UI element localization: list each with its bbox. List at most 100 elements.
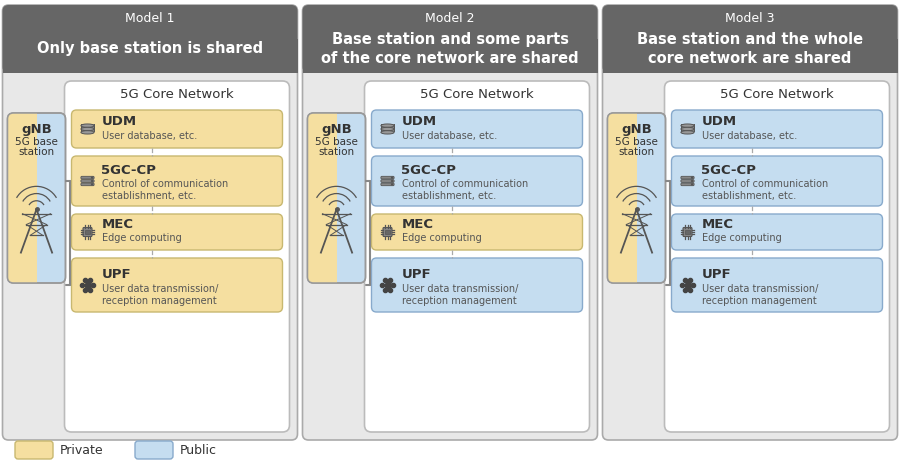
Text: UPF: UPF — [701, 268, 731, 281]
Text: Edge computing: Edge computing — [401, 234, 482, 243]
Text: Public: Public — [180, 444, 217, 456]
FancyBboxPatch shape — [83, 227, 92, 236]
Text: MEC: MEC — [102, 218, 133, 231]
FancyBboxPatch shape — [671, 156, 883, 206]
Bar — [602, 39, 897, 73]
FancyBboxPatch shape — [381, 183, 394, 186]
FancyBboxPatch shape — [681, 180, 694, 182]
Bar — [302, 39, 598, 73]
Bar — [330, 113, 337, 283]
Text: User database, etc.: User database, etc. — [701, 131, 796, 141]
Text: UPF: UPF — [401, 268, 431, 281]
Text: Model 1: Model 1 — [125, 13, 175, 25]
Text: MEC: MEC — [401, 218, 434, 231]
FancyBboxPatch shape — [3, 5, 298, 440]
Bar — [85, 229, 90, 235]
Text: 5G base: 5G base — [615, 137, 658, 147]
Text: Base station and some parts
of the core network are shared: Base station and some parts of the core … — [321, 32, 579, 66]
FancyBboxPatch shape — [372, 258, 582, 312]
Text: MEC: MEC — [701, 218, 734, 231]
FancyBboxPatch shape — [683, 227, 692, 236]
Ellipse shape — [681, 124, 694, 127]
FancyBboxPatch shape — [671, 214, 883, 250]
Bar — [685, 229, 690, 235]
FancyBboxPatch shape — [381, 176, 394, 179]
Ellipse shape — [381, 124, 394, 127]
Text: Only base station is shared: Only base station is shared — [37, 41, 263, 56]
FancyBboxPatch shape — [681, 183, 694, 186]
Bar — [81, 127, 94, 131]
FancyBboxPatch shape — [15, 441, 53, 459]
FancyBboxPatch shape — [308, 113, 365, 283]
FancyBboxPatch shape — [671, 258, 883, 312]
Bar — [3, 39, 298, 73]
FancyBboxPatch shape — [602, 5, 897, 73]
FancyBboxPatch shape — [671, 110, 883, 148]
Text: station: station — [618, 147, 654, 157]
Text: gNB: gNB — [621, 123, 652, 135]
Text: User data transmission/
reception management: User data transmission/ reception manage… — [401, 284, 518, 306]
FancyBboxPatch shape — [372, 156, 582, 206]
Circle shape — [391, 176, 393, 179]
Text: Private: Private — [60, 444, 104, 456]
FancyBboxPatch shape — [3, 5, 298, 73]
Text: 5G base: 5G base — [315, 137, 358, 147]
Text: 5G base: 5G base — [15, 137, 58, 147]
FancyBboxPatch shape — [364, 81, 590, 432]
Text: Control of communication
establishment, etc.: Control of communication establishment, … — [102, 179, 228, 201]
FancyBboxPatch shape — [383, 227, 392, 236]
FancyBboxPatch shape — [81, 176, 94, 179]
Bar — [385, 229, 390, 235]
Circle shape — [391, 183, 393, 186]
FancyBboxPatch shape — [608, 113, 665, 283]
Bar — [631, 113, 636, 283]
Ellipse shape — [81, 124, 94, 127]
Bar — [381, 127, 394, 131]
Text: UDM: UDM — [102, 115, 137, 128]
FancyBboxPatch shape — [302, 5, 598, 440]
Text: Edge computing: Edge computing — [701, 234, 781, 243]
Bar — [681, 127, 694, 131]
FancyBboxPatch shape — [608, 113, 636, 283]
Ellipse shape — [81, 127, 94, 131]
Circle shape — [91, 183, 94, 186]
Circle shape — [691, 183, 693, 186]
Text: 5GC-CP: 5GC-CP — [701, 164, 756, 178]
Circle shape — [91, 180, 94, 182]
FancyBboxPatch shape — [372, 110, 582, 148]
Text: station: station — [319, 147, 355, 157]
Text: 5G Core Network: 5G Core Network — [720, 87, 833, 101]
Text: Edge computing: Edge computing — [102, 234, 181, 243]
Text: Base station and the whole
core network are shared: Base station and the whole core network … — [637, 32, 863, 66]
Ellipse shape — [381, 127, 394, 131]
Text: UDM: UDM — [701, 115, 736, 128]
Circle shape — [391, 180, 393, 182]
FancyBboxPatch shape — [71, 258, 283, 312]
FancyBboxPatch shape — [302, 5, 598, 73]
Ellipse shape — [381, 131, 394, 134]
Bar — [81, 124, 94, 127]
Text: 5GC-CP: 5GC-CP — [102, 164, 157, 178]
Bar — [31, 113, 37, 283]
Circle shape — [691, 180, 693, 182]
Text: User database, etc.: User database, etc. — [401, 131, 497, 141]
FancyBboxPatch shape — [81, 183, 94, 186]
Text: User data transmission/
reception management: User data transmission/ reception manage… — [102, 284, 218, 306]
Text: User data transmission/
reception management: User data transmission/ reception manage… — [701, 284, 818, 306]
Text: 5GC-CP: 5GC-CP — [401, 164, 456, 178]
Text: Control of communication
establishment, etc.: Control of communication establishment, … — [701, 179, 828, 201]
Text: Model 3: Model 3 — [725, 13, 775, 25]
FancyBboxPatch shape — [71, 110, 283, 148]
Text: UDM: UDM — [401, 115, 436, 128]
Bar — [381, 124, 394, 127]
Text: 5G Core Network: 5G Core Network — [420, 87, 534, 101]
Circle shape — [691, 176, 693, 179]
FancyBboxPatch shape — [664, 81, 889, 432]
Text: Model 2: Model 2 — [425, 13, 475, 25]
Ellipse shape — [81, 131, 94, 134]
FancyBboxPatch shape — [81, 180, 94, 182]
Bar — [681, 124, 694, 127]
Text: gNB: gNB — [321, 123, 352, 135]
Text: UPF: UPF — [102, 268, 131, 281]
FancyBboxPatch shape — [135, 441, 173, 459]
